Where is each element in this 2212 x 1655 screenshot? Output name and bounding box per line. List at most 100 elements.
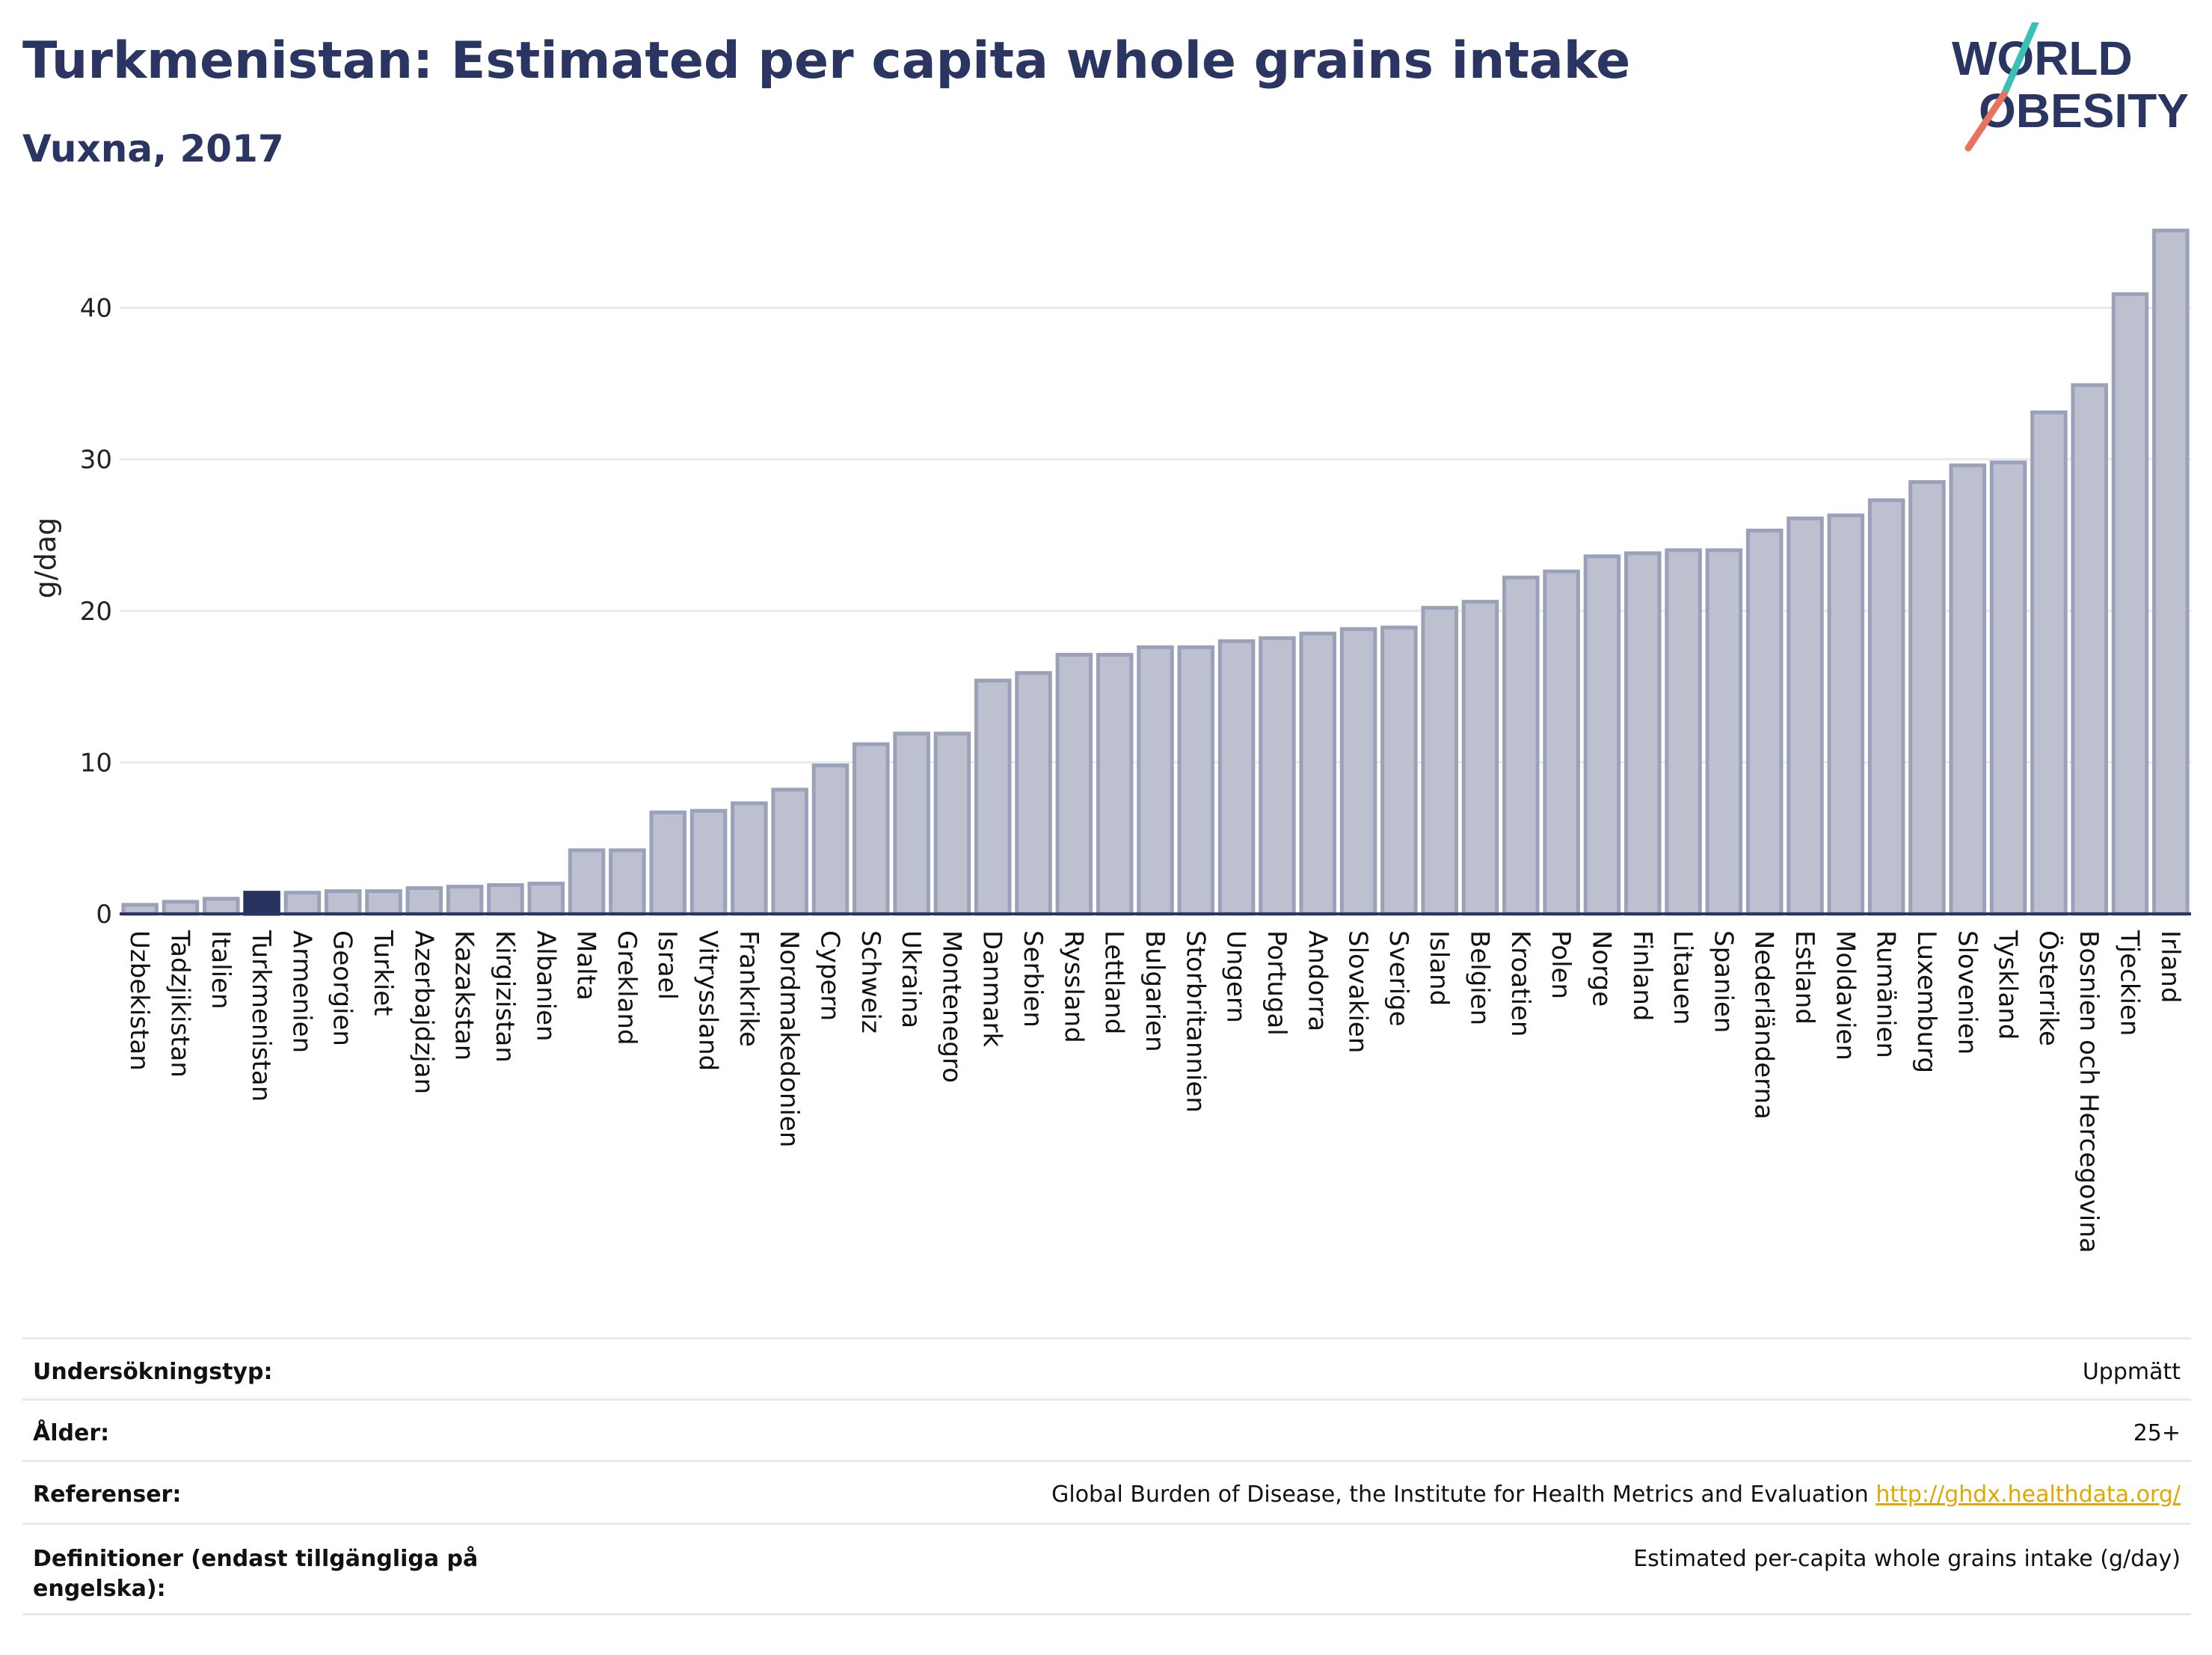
x-tick-label: Turkmenistan xyxy=(246,930,276,1102)
x-tick-label: Ungern xyxy=(1221,930,1251,1023)
bar xyxy=(1543,569,1580,916)
survey-type-label: Undersökningstyp: xyxy=(33,1359,273,1385)
x-tick-label: Turkiet xyxy=(368,930,398,1016)
info-row-age: Ålder: 25+ xyxy=(22,1398,2191,1460)
x-tick-label: Nordmakedonien xyxy=(774,930,804,1147)
x-tick-label: Israel xyxy=(652,930,682,1000)
bar xyxy=(2111,292,2149,916)
x-tick-label: Spanien xyxy=(1708,930,1738,1033)
bar xyxy=(2030,410,2068,916)
definitions-value: Estimated per-capita whole grains intake… xyxy=(1633,1546,2181,1572)
bar xyxy=(243,891,280,916)
y-tick-label: 0 xyxy=(96,900,112,930)
bar xyxy=(1461,600,1499,916)
y-tick-label: 40 xyxy=(80,294,112,324)
x-tick-label: Armenien xyxy=(286,930,316,1053)
x-tick-label: Polen xyxy=(1546,930,1576,999)
bar xyxy=(1055,653,1093,916)
x-tick-label: Bosnien och Hercegovina xyxy=(2074,930,2104,1253)
bar xyxy=(609,848,646,916)
x-tick-label: Serbien xyxy=(1018,930,1048,1028)
x-tick-label: Belgien xyxy=(1465,930,1495,1025)
bar xyxy=(1137,645,1174,916)
bar xyxy=(974,678,1012,916)
bar xyxy=(1908,480,1946,916)
bar xyxy=(324,889,362,916)
bar xyxy=(2071,383,2108,916)
x-tick-label: Litauen xyxy=(1668,930,1698,1025)
bar xyxy=(811,763,850,916)
y-tick-label: 10 xyxy=(80,748,112,778)
x-tick-label: Slovakien xyxy=(1343,930,1373,1053)
bar xyxy=(203,897,240,916)
info-row-definitions: Definitioner (endast tillgängliga på eng… xyxy=(22,1523,2191,1615)
x-tick-label: Georgien xyxy=(328,930,357,1046)
chart-subtitle: Vuxna, 2017 xyxy=(22,127,284,171)
x-tick-label: Frankrike xyxy=(734,930,764,1047)
x-tick-label: Albanien xyxy=(530,930,560,1042)
bar xyxy=(1583,554,1621,916)
y-tick-label: 30 xyxy=(80,445,112,475)
x-tick-label: Rumänien xyxy=(1871,930,1901,1058)
bar xyxy=(1259,636,1296,916)
x-tick-label: Portugal xyxy=(1262,930,1291,1036)
x-tick-label: Vitryssland xyxy=(693,930,723,1071)
bar xyxy=(1177,645,1215,916)
bar xyxy=(689,808,728,916)
x-tick-label: Finland xyxy=(1627,930,1657,1022)
x-tick-label: Tyskland xyxy=(1993,930,2023,1040)
x-tick-label: Kazakstan xyxy=(449,930,479,1060)
bar xyxy=(1015,671,1052,916)
logo-text-obesity: OBESITY xyxy=(1979,84,2189,138)
references-link[interactable]: http://ghdx.healthdata.org/ xyxy=(1875,1481,2181,1508)
bar xyxy=(1949,463,1987,916)
bar xyxy=(1827,513,1865,916)
x-tick-label: Luxemburg xyxy=(1911,930,1941,1073)
bar xyxy=(893,731,930,916)
x-tick-label: Ukraina xyxy=(896,930,926,1028)
bar xyxy=(1217,639,1256,916)
bar xyxy=(1787,516,1824,916)
bar xyxy=(771,787,808,916)
info-row-references: Referenser: Global Burden of Disease, th… xyxy=(22,1460,2191,1523)
logo-text-world: WORLD xyxy=(1952,31,2133,85)
chart-title: Turkmenistan: Estimated per capita whole… xyxy=(22,31,1631,90)
bar xyxy=(1339,627,1377,916)
x-tick-label: Andorra xyxy=(1302,930,1332,1031)
bar xyxy=(2152,228,2190,916)
bars xyxy=(121,228,2190,916)
slash-logo-icon xyxy=(1964,22,2039,152)
x-tick-label: Danmark xyxy=(977,930,1007,1047)
bar xyxy=(446,885,484,916)
x-tick-label: Norge xyxy=(1586,930,1616,1007)
bar xyxy=(365,889,402,916)
references-label: Referenser: xyxy=(33,1481,182,1508)
y-axis-label: g/dag xyxy=(29,518,62,598)
definitions-label: Definitioner (endast tillgängliga på eng… xyxy=(33,1546,479,1602)
bar-chart: 0 10 20 30 40 g/dag Uzbekistan Tadzjikistan Ital… xyxy=(29,228,2191,1253)
bar xyxy=(283,891,322,916)
x-tick-label: Schweiz xyxy=(855,930,885,1034)
x-tick-label: Uzbekistan xyxy=(124,930,154,1071)
bar xyxy=(1989,460,2027,916)
bar xyxy=(1421,606,1458,916)
x-tick-label: Moldavien xyxy=(1830,930,1860,1060)
labels: 0 10 20 30 40 g/dag Uzbekistan Tadzjikistan Ital… xyxy=(29,294,2185,1253)
bar xyxy=(1705,548,1743,916)
survey-type-value: Uppmätt xyxy=(2082,1359,2181,1385)
x-tick-label: Montenegro xyxy=(936,930,966,1083)
x-tick-label: Österrike xyxy=(2033,930,2064,1046)
x-tick-label: Grekland xyxy=(612,930,642,1045)
x-tick-label: Kirgizistan xyxy=(490,930,520,1063)
x-tick-label: Italien xyxy=(206,930,236,1010)
x-tick-label: Bulgarien xyxy=(1140,930,1170,1052)
x-tick-label: Storbritannien xyxy=(1180,930,1210,1113)
bar xyxy=(405,886,443,916)
info-row-survey-type: Undersökningstyp: Uppmätt xyxy=(22,1337,2191,1398)
bar xyxy=(527,881,565,916)
bar xyxy=(649,810,687,916)
x-tick-label: Azerbajdzjan xyxy=(408,930,438,1094)
bar xyxy=(933,731,971,916)
x-tick-label: Malta xyxy=(571,930,601,1001)
bar xyxy=(731,801,768,916)
